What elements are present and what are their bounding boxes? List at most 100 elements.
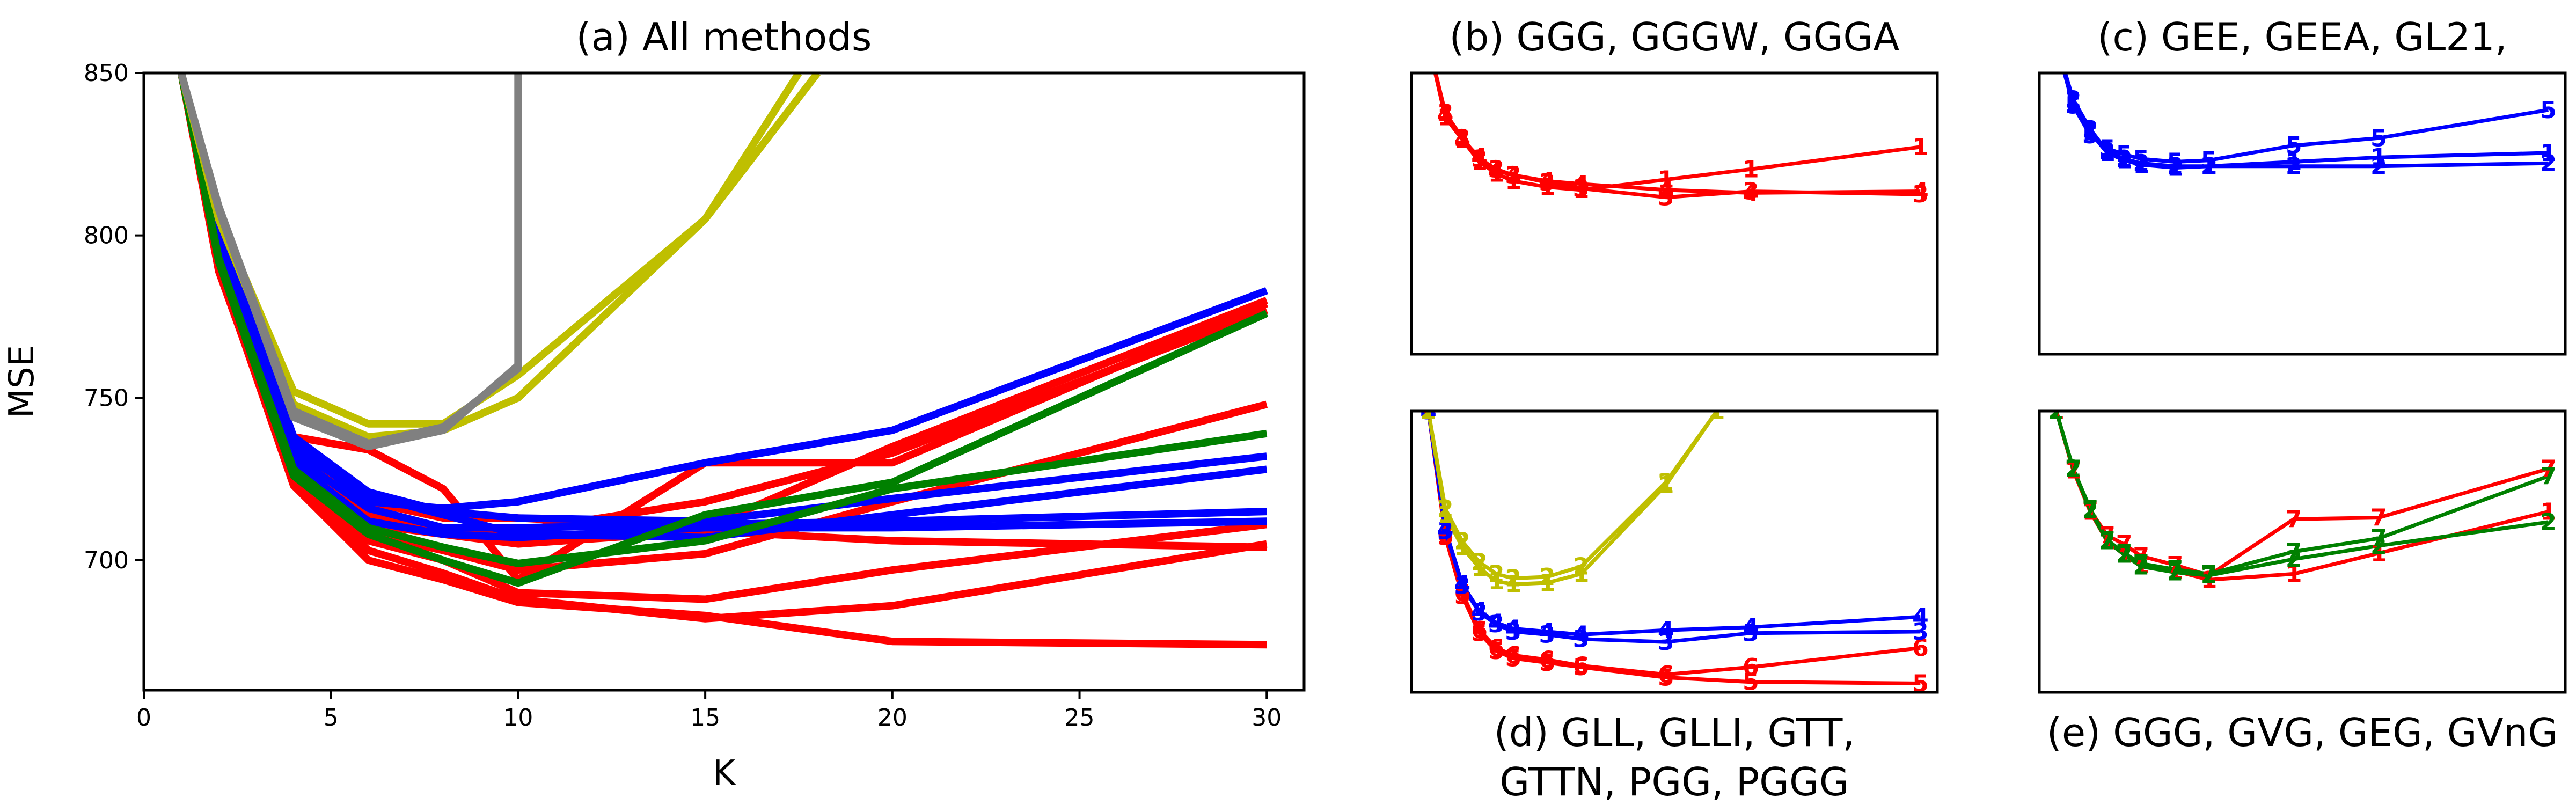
series-2-marker: 2 [2065, 86, 2082, 114]
series-2-marker: 2 [2167, 153, 2184, 180]
series-3-marker: 4 [1488, 157, 1505, 185]
series-4-marker: 4 [1743, 614, 1759, 641]
series-1-marker: 1 [2370, 144, 2387, 171]
x-tick-label: 25 [1065, 704, 1095, 731]
series-2-marker: 6 [1420, 398, 1437, 425]
y-tick-label: 850 [84, 60, 129, 87]
series-1-marker: 5 [1454, 583, 1470, 610]
series-5-marker: 1 [1437, 501, 1454, 529]
series-5-marker: 1 [1471, 554, 1488, 582]
series-4-marker: 4 [1420, 398, 1437, 425]
series-4-marker: 4 [1573, 621, 1590, 648]
series-4-marker: 7 [2167, 556, 2184, 583]
series-2-marker: 6 [1437, 522, 1454, 550]
series-1-marker: 1 [1573, 177, 1590, 204]
series-line-3 [1426, 411, 1921, 644]
series-4-marker: 4 [1471, 597, 1488, 625]
series-1-marker: 5 [1743, 669, 1759, 696]
series-2-marker: 6 [1505, 642, 1521, 669]
series-3-marker: 3 [1420, 398, 1437, 425]
series-line-5 [1426, 411, 1718, 587]
series-2-marker: 3 [1454, 125, 1470, 152]
series-1-marker: 1 [1437, 104, 1454, 131]
series-1-marker: 1 [2133, 151, 2149, 179]
series-line-6 [1426, 411, 1718, 581]
series-3-marker: 5 [2116, 141, 2133, 169]
series-6-marker: 2 [1709, 398, 1725, 425]
series-2-marker: 6 [1488, 634, 1505, 662]
series-1-marker: 5 [1437, 523, 1454, 551]
series-1-marker: 1 [2133, 552, 2149, 579]
panel-title: (c) GEE, GEEA, GL21, [2097, 14, 2507, 60]
series-4-marker: 7 [2082, 495, 2098, 523]
series-3-marker: 5 [2065, 92, 2082, 120]
y-tick-label: 800 [84, 222, 129, 250]
series-line-2 [1426, 411, 1921, 677]
series-3-marker: 5 [2540, 97, 2557, 124]
series-1-marker: 1 [1454, 126, 1470, 153]
series-5-marker: 1 [1658, 472, 1674, 499]
series-5-marker: 1 [1454, 534, 1470, 561]
series-1-marker: 1 [2286, 560, 2302, 588]
series-3-marker: 4 [1454, 126, 1470, 153]
x-tick-label: 0 [136, 704, 151, 731]
series-2-marker: 2 [2099, 138, 2116, 165]
series-3-marker: 2 [2082, 497, 2098, 524]
series-2-marker: 3 [1437, 100, 1454, 127]
series-1-marker: 1 [2099, 528, 2116, 555]
series-4-marker: 7 [2099, 526, 2116, 554]
series-1-marker: 5 [1488, 638, 1505, 665]
series-6-marker: 2 [1573, 553, 1590, 581]
series-2-marker: 6 [1912, 634, 1929, 662]
series-3-marker: 2 [2099, 528, 2116, 555]
series-3-marker: 4 [1437, 101, 1454, 128]
series-1-marker: 5 [1658, 664, 1674, 691]
series-4-marker: 4 [1539, 618, 1556, 646]
series-4-marker: 7 [2286, 538, 2302, 566]
series-3-marker: 2 [2286, 546, 2302, 573]
series-4-marker: 4 [1658, 617, 1674, 644]
series-1-marker: 1 [2201, 566, 2218, 594]
axes-frame [142, 71, 1306, 692]
series-2-marker: 2 [2082, 116, 2098, 143]
series-3-marker: 3 [1488, 611, 1505, 638]
series-1-marker: 1 [2082, 119, 2098, 146]
series-1-marker: 1 [1471, 149, 1488, 176]
series-3-marker: 2 [2201, 562, 2218, 589]
panel-title-line-2: GTTN, PGG, PGGG [1499, 759, 1849, 804]
series-line-3 [1433, 73, 1921, 195]
series-3-marker: 4 [1471, 144, 1488, 171]
series-2-marker: 7 [2540, 456, 2557, 483]
series-line-2 [2063, 73, 2549, 169]
series-1-marker: 1 [2099, 140, 2116, 167]
series-1-marker: 5 [1573, 654, 1590, 681]
series-5-marker: 1 [1505, 571, 1521, 598]
series-6-marker: 2 [1471, 548, 1488, 576]
series-1-marker: 1 [2116, 147, 2133, 174]
series-6-marker: 2 [1420, 398, 1437, 425]
y-tick-label: 750 [84, 384, 129, 412]
series-1-marker: 1 [1658, 166, 1674, 194]
series-2-marker: 7 [2201, 562, 2218, 589]
y-tick-label: 700 [84, 547, 129, 574]
series-3-marker: 4 [1743, 179, 1759, 207]
series-2-marker: 7 [2065, 457, 2082, 484]
series-3-marker: 3 [1471, 599, 1488, 626]
series-1-marker: 5 [1505, 645, 1521, 672]
series-3-marker: 5 [2167, 149, 2184, 176]
series-1-marker: 5 [1539, 649, 1556, 677]
series-3-marker: 3 [1539, 621, 1556, 648]
series-2-marker: 2 [2116, 145, 2133, 173]
series-2-marker: 7 [2167, 552, 2184, 579]
x-tick-label: 5 [324, 704, 339, 731]
x-tick-label: 10 [503, 704, 533, 731]
series-2-marker: 2 [2201, 153, 2218, 180]
series-3-marker: 4 [1658, 177, 1674, 204]
x-axis-label: K [713, 753, 736, 793]
series-1-marker: 5 [1420, 398, 1437, 425]
x-tick-label: 20 [877, 704, 908, 731]
series-2-marker: 3 [1573, 175, 1590, 202]
